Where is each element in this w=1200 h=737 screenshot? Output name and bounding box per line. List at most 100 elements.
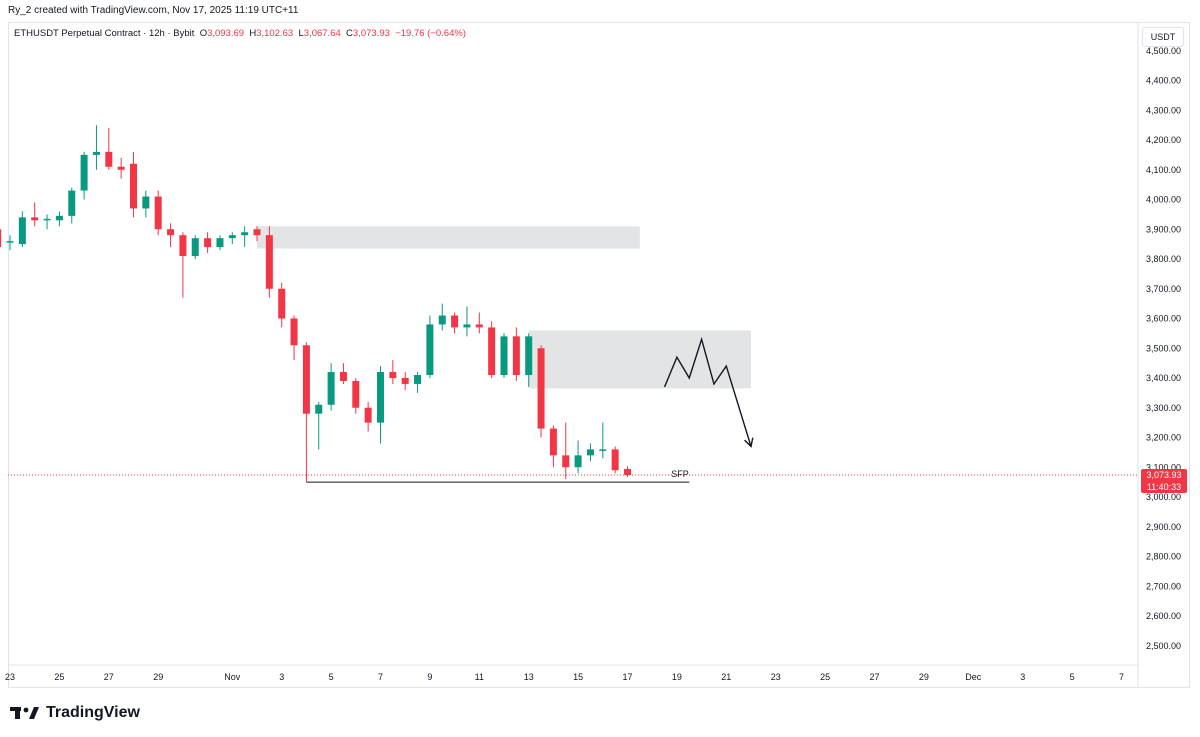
footer-brand[interactable]: TradingView (10, 704, 140, 722)
low-label: L (298, 28, 304, 39)
candle-body (352, 380, 360, 408)
candle-36 (438, 303, 446, 331)
candle-35 (426, 315, 434, 378)
time-tick-label: 9 (427, 672, 432, 682)
symbol-legend[interactable]: ETHUSDT Perpetual Contract · 12h · Bybit… (14, 28, 466, 39)
candle-33 (401, 372, 409, 390)
candle-40 (488, 321, 496, 378)
time-axis: 23 25 27 29 Nov 3 5 7 9 11 13 15 17 19 21 23 25 27 29 Dec 3 5… (5, 664, 1138, 682)
price-tick-label: 2,900.00 (1146, 522, 1181, 532)
price-tick-label: 3,400.00 (1146, 373, 1181, 383)
candle-0 (0, 229, 2, 248)
zone-0 (257, 226, 640, 249)
candle-body (475, 324, 483, 328)
candle-body (537, 348, 545, 429)
currency-selector[interactable]: USDT (1142, 27, 1184, 47)
candle-11 (130, 151, 137, 218)
candle-28 (339, 363, 347, 384)
candle-13 (154, 190, 162, 236)
candle-body (130, 163, 137, 209)
close-value: 3,073.93 (352, 28, 390, 39)
candle-body (167, 229, 175, 236)
candle-body (500, 336, 508, 376)
time-tick-label: 5 (329, 672, 334, 682)
candle-body (599, 449, 607, 451)
candle-19 (228, 232, 236, 245)
candle-body (241, 232, 249, 236)
price-tick-label: 3,500.00 (1146, 343, 1181, 353)
candle-31 (377, 366, 384, 444)
candle-body (92, 151, 100, 155)
candle-body (278, 288, 286, 319)
price-tick-label: 2,500.00 (1146, 641, 1181, 651)
time-tick-label: 3 (1020, 672, 1025, 682)
candle-body (265, 235, 273, 289)
time-tick-label: 11 (475, 672, 484, 682)
time-tick-label: 19 (672, 672, 682, 682)
candle-body (31, 217, 39, 221)
close-label: C (346, 28, 353, 39)
candles (0, 125, 631, 483)
price-tick-label: 3,800.00 (1146, 254, 1181, 264)
candle-body (179, 235, 187, 257)
projection-path (663, 336, 752, 447)
candle-body (154, 196, 162, 230)
sfp-label: SFP (671, 469, 689, 479)
candle-10 (117, 157, 125, 179)
candle-body (327, 372, 335, 405)
price-tick-label: 4,300.00 (1146, 105, 1181, 115)
time-tick-label: 25 (54, 672, 64, 682)
candle-47 (574, 440, 582, 474)
candle-body (463, 324, 471, 328)
candle-2 (18, 211, 26, 248)
open-label: O (199, 28, 208, 39)
candle-8 (92, 125, 100, 170)
candle-body (512, 336, 520, 376)
time-tick-label: 23 (771, 672, 781, 682)
candle-22 (265, 226, 273, 298)
candle-body (6, 241, 14, 243)
candle-16 (191, 235, 199, 259)
open-value: 3,093.69 (207, 28, 245, 39)
candle-body (624, 469, 631, 475)
candle-body (611, 449, 619, 471)
time-tick-label: 7 (1119, 672, 1124, 682)
candle-12 (142, 190, 150, 218)
candle-body (451, 315, 459, 328)
brand-name: TradingView (46, 704, 140, 721)
bar-countdown: 11:40:33 (1146, 482, 1182, 492)
candle-body (488, 327, 496, 376)
candle-body (216, 238, 224, 248)
candle-body (290, 318, 298, 346)
time-tick-label: 25 (820, 672, 830, 682)
time-tick-label: 3 (279, 672, 284, 682)
candle-body (426, 324, 434, 376)
candle-39 (475, 312, 483, 334)
candle-9 (105, 128, 113, 170)
candle-body (191, 238, 199, 257)
candle-body (525, 336, 533, 376)
price-tick-label: 4,500.00 (1146, 46, 1181, 56)
candle-30 (364, 401, 372, 432)
time-tick-label: Dec (965, 672, 982, 682)
price-axis: 2,500.00 2,600.00 2,700.00 2,800.00 2,900.00… (1137, 22, 1181, 688)
candle-27 (327, 363, 335, 411)
price-tick-label: 2,700.00 (1146, 581, 1181, 591)
zone-1 (528, 330, 751, 389)
last-price-value: 3,073.93 (1146, 470, 1182, 480)
candle-21 (253, 226, 261, 242)
candle-body (80, 154, 88, 191)
candle-body (105, 151, 113, 167)
price-tick-label: 2,600.00 (1146, 611, 1181, 621)
time-tick-label: 29 (919, 672, 929, 682)
candle-body (302, 345, 310, 414)
price-tick-label: 3,300.00 (1146, 403, 1181, 413)
candle-body (574, 455, 582, 468)
candle-41 (500, 333, 508, 378)
candle-body (204, 238, 212, 248)
symbol-title: ETHUSDT Perpetual Contract · 12h · Bybit (14, 28, 195, 39)
candle-14 (167, 223, 175, 248)
candle-body (117, 166, 125, 170)
candle-37 (451, 312, 459, 334)
